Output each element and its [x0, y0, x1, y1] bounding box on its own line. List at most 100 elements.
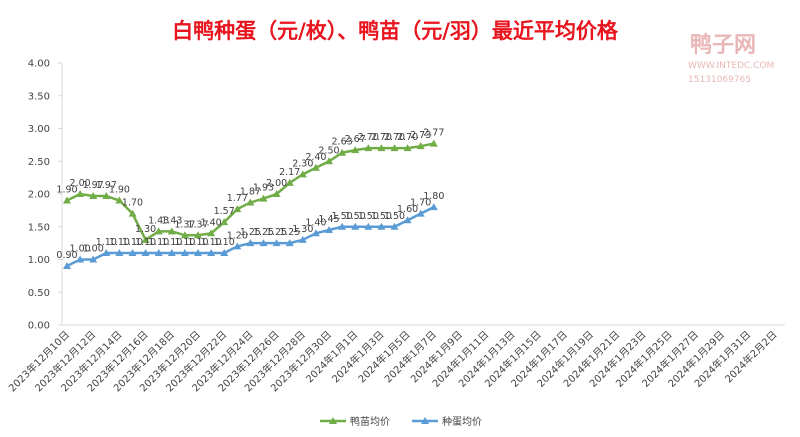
value-label: 2.77 — [423, 128, 444, 139]
point — [338, 148, 347, 156]
y-tick-label: 2.50 — [28, 157, 50, 168]
value-label: 1.00 — [83, 244, 104, 255]
point — [429, 139, 438, 147]
point — [259, 194, 268, 202]
point — [390, 222, 399, 230]
y-tick-label: 2.00 — [28, 190, 50, 201]
value-label: 1.77 — [227, 193, 248, 204]
value-label: 1.10 — [122, 237, 143, 248]
value-label: 2.70 — [397, 132, 418, 143]
point — [416, 209, 425, 217]
value-label: 1.30 — [292, 224, 313, 235]
watermark-site: WWW.INTEDC.COM — [688, 61, 774, 71]
point — [194, 248, 202, 256]
value-label: 1.97 — [83, 180, 104, 191]
y-tick-label: 3.50 — [28, 91, 50, 102]
value-label: 1.45 — [318, 214, 339, 225]
point — [180, 231, 189, 239]
value-label: 2.70 — [384, 132, 405, 143]
point — [154, 248, 163, 256]
y-tick-label: 1.50 — [28, 222, 50, 233]
value-label: 1.37 — [174, 219, 195, 230]
value-label: 1.37 — [187, 219, 208, 230]
value-label: 1.50 — [358, 211, 379, 222]
legend-label: 种蛋均价 — [442, 415, 482, 428]
value-label: 1.00 — [70, 244, 91, 255]
value-label: 1.93 — [253, 183, 274, 194]
value-label: 1.97 — [96, 180, 117, 191]
point — [311, 229, 320, 237]
value-label: 1.10 — [109, 237, 130, 248]
point — [364, 144, 373, 152]
value-label: 1.10 — [135, 237, 156, 248]
point — [351, 146, 360, 154]
point — [128, 248, 137, 256]
value-label: 1.25 — [266, 227, 287, 238]
value-label: 1.70 — [122, 198, 143, 209]
value-label: 1.10 — [148, 237, 169, 248]
point — [220, 218, 229, 226]
point — [285, 178, 294, 186]
y-tick-label: 1.00 — [28, 255, 50, 266]
value-label: 1.57 — [214, 206, 235, 217]
value-label: 2.00 — [70, 178, 91, 189]
point — [63, 196, 71, 204]
point — [246, 239, 255, 247]
point — [128, 209, 137, 217]
value-label: 1.80 — [423, 191, 444, 202]
value-label: 1.50 — [371, 211, 392, 222]
point — [167, 248, 176, 256]
point — [141, 248, 150, 256]
point — [76, 190, 85, 197]
value-label: 0.90 — [56, 250, 77, 261]
point — [154, 227, 163, 235]
value-label: 2.70 — [371, 132, 392, 143]
value-label: 2.73 — [410, 130, 431, 141]
point — [207, 229, 216, 237]
point — [272, 190, 281, 197]
y-tick-label: 0.50 — [28, 288, 50, 299]
point — [403, 216, 412, 224]
value-label: 1.50 — [345, 211, 366, 222]
point — [377, 222, 386, 230]
watermark-phone: 15131069765 — [688, 75, 751, 85]
value-label: 1.90 — [109, 185, 130, 196]
value-label: 2.00 — [266, 178, 287, 189]
value-label: 1.10 — [161, 237, 182, 248]
point — [259, 239, 268, 247]
point — [338, 222, 347, 230]
value-label: 1.40 — [305, 217, 326, 228]
legend-marker — [421, 417, 429, 424]
value-label: 1.10 — [187, 237, 208, 248]
point — [416, 142, 425, 150]
point — [167, 227, 176, 235]
y-tick-label: 0.00 — [28, 321, 50, 332]
value-label: 1.25 — [240, 227, 261, 238]
point — [115, 248, 124, 256]
point — [311, 163, 320, 171]
value-label: 1.43 — [148, 215, 169, 226]
legend-marker — [329, 417, 337, 424]
point — [89, 191, 98, 199]
point — [298, 235, 307, 243]
watermark-name: 鸭子网 — [690, 32, 756, 58]
point — [325, 157, 333, 165]
value-label: 2.50 — [318, 145, 339, 156]
watermark: 鸭子网 WWW.INTEDC.COM 15131069765 — [688, 32, 774, 85]
value-label: 1.20 — [227, 230, 248, 241]
point — [364, 222, 373, 230]
value-label: 1.43 — [161, 215, 182, 226]
point — [194, 231, 202, 239]
point — [285, 239, 294, 247]
value-label: 2.67 — [345, 134, 366, 145]
value-label: 1.50 — [332, 211, 353, 222]
value-label: 1.40 — [201, 217, 222, 228]
value-label: 1.10 — [96, 237, 117, 248]
point — [89, 255, 98, 263]
point — [220, 248, 229, 256]
y-tick-label: 4.00 — [28, 59, 50, 70]
point — [76, 255, 85, 263]
value-label: 1.25 — [279, 227, 300, 238]
point — [207, 248, 216, 256]
